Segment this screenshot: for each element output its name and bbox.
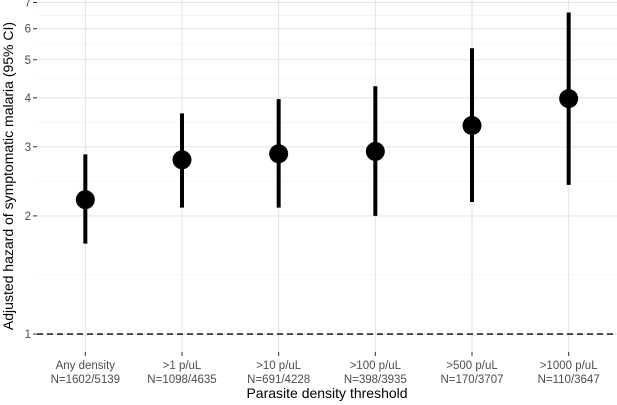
estimate-point bbox=[559, 89, 579, 109]
x-tick-sublabel: N=691/4228 bbox=[247, 374, 310, 386]
y-tick-label: 6 bbox=[25, 24, 31, 36]
x-tick-label: >100 p/uL bbox=[350, 360, 402, 372]
x-tick-label: >10 p/uL bbox=[256, 360, 302, 372]
y-tick-label: 5 bbox=[25, 55, 31, 67]
estimate-points bbox=[75, 89, 579, 210]
x-tick-label: Any density bbox=[56, 360, 116, 372]
estimate-point bbox=[172, 150, 192, 170]
estimate-point bbox=[365, 141, 385, 161]
y-tick-label: 1 bbox=[25, 329, 31, 341]
x-tick-sublabel: N=1098/4635 bbox=[147, 374, 216, 386]
x-tick-label: >500 p/uL bbox=[446, 360, 498, 372]
estimate-point bbox=[462, 115, 482, 135]
x-tick-label: >1000 p/uL bbox=[540, 360, 598, 372]
x-tick-sublabel: N=170/3707 bbox=[441, 374, 504, 386]
x-axis-ticks: Any density N=1602/5139 >1 p/uL N=1098/4635… bbox=[51, 352, 600, 386]
estimate-point bbox=[75, 190, 95, 210]
x-axis-title: Parasite density threshold bbox=[246, 385, 407, 401]
x-tick-sublabel: N=110/3647 bbox=[538, 374, 600, 386]
x-tick-sublabel: N=1602/5139 bbox=[51, 374, 120, 386]
y-tick-label: 7 bbox=[25, 0, 31, 9]
estimate-point bbox=[269, 144, 289, 164]
y-tick-label: 4 bbox=[25, 93, 32, 105]
y-axis-title: Adjusted hazard of symptomatic malaria (… bbox=[0, 22, 16, 330]
x-tick-sublabel: N=398/3935 bbox=[344, 374, 407, 386]
confidence-intervals bbox=[83, 12, 571, 244]
y-tick-label: 2 bbox=[25, 211, 31, 223]
x-tick-label: >1 p/uL bbox=[163, 360, 202, 372]
y-tick-label: 3 bbox=[25, 142, 31, 154]
y-axis-ticks: 1 2 3 4 5 6 7 bbox=[25, 0, 37, 341]
grid bbox=[37, 0, 617, 352]
